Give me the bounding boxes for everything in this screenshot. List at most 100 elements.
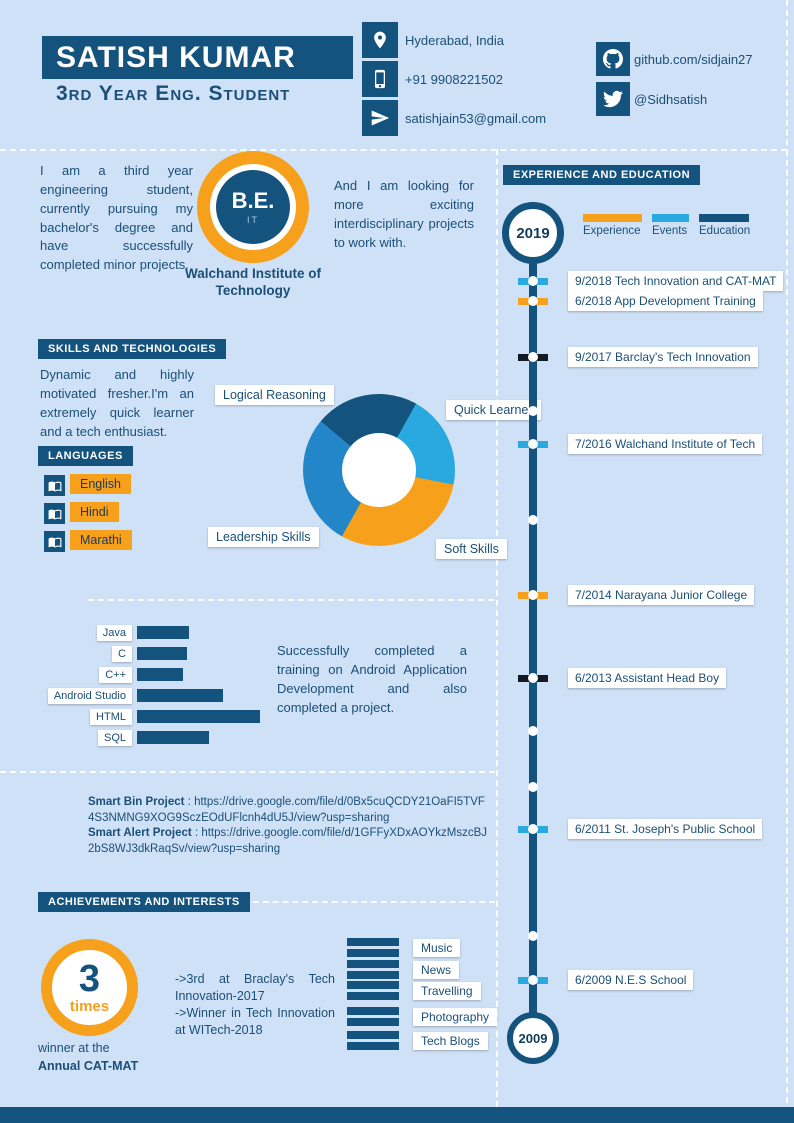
interest-label: Photography — [413, 1007, 498, 1026]
skill-bar — [137, 710, 260, 723]
donut-label-soft-skills: Soft Skills — [436, 539, 507, 559]
degree-label: B.E. — [231, 187, 275, 213]
winner-caption: winner at the Annual CAT-MAT — [38, 1040, 138, 1075]
twitter-handle[interactable]: @Sidhsatish — [634, 91, 708, 107]
interest-label: Tech Blogs — [413, 1031, 488, 1050]
timeline-year-bottom: 2009 — [507, 1012, 559, 1064]
project-entry: Smart Alert Project : https://drive.goog… — [88, 827, 488, 855]
skill-bar-row: SQL — [36, 729, 209, 746]
timeline-date: 6/2013 — [575, 671, 612, 685]
timeline-label: 6/2009 N.E.S School — [568, 970, 694, 990]
timeline-text: Narayana Junior College — [615, 588, 748, 602]
timeline-label: 9/2017 Barclay's Tech Innovation — [568, 347, 758, 367]
project-name: Smart Bin Project — [88, 796, 185, 808]
timeline-year-top: 2019 — [502, 202, 564, 264]
timeline-dot — [528, 515, 538, 525]
timeline-dot — [528, 296, 538, 306]
timeline-text: N.E.S School — [615, 973, 687, 987]
github-icon[interactable] — [596, 42, 630, 76]
skill-label: SQL — [97, 729, 132, 746]
github-handle[interactable]: github.com/sidjain27 — [634, 51, 753, 67]
language-tag: Marathi — [70, 530, 132, 550]
interest-label: Travelling — [413, 981, 481, 1000]
skill-label: HTML — [90, 708, 132, 725]
section-header-languages: LANGUAGES — [38, 446, 133, 466]
timeline-label: 7/2016 Walchand Institute of Tech — [568, 434, 763, 454]
project-link[interactable]: https://drive.google.com/file/d/1GFFyXDx… — [88, 827, 488, 855]
bars-icon — [347, 938, 399, 957]
skill-bar-row: Java — [36, 624, 189, 641]
skill-bar — [137, 647, 187, 660]
page-title: SATISH KUMAR — [42, 36, 353, 79]
skills-donut-hole — [342, 433, 416, 507]
location-icon — [362, 22, 398, 58]
timeline-date: 6/2011 — [575, 822, 611, 836]
legend-swatch — [652, 214, 689, 222]
timeline-dot — [528, 673, 538, 683]
legend-label: Education — [699, 225, 751, 237]
project-name: Smart Alert Project — [88, 827, 192, 840]
timeline-text: App Development Training — [614, 294, 756, 308]
winner-caption-line2: Annual CAT-MAT — [38, 1058, 139, 1073]
training-note: Successfully completed a training on And… — [277, 643, 467, 715]
timeline-date: 6/2009 — [575, 973, 612, 987]
timeline-date: 9/2018 — [575, 274, 612, 288]
projects-block: Smart Bin Project : https://drive.google… — [88, 795, 490, 857]
timeline-text: St. Joseph's Public School — [614, 822, 756, 836]
legend-item-events: Events — [652, 214, 689, 237]
bars-icon — [347, 960, 399, 979]
timeline-item: 6/2013 Assistant Head Boy — [0, 668, 794, 688]
project-link[interactable]: https://drive.google.com/file/d/0Bx5cuQC… — [88, 796, 485, 824]
timeline-item: 7/2014 Narayana Junior College — [0, 585, 794, 605]
degree-field-label: IT — [247, 214, 259, 225]
send-icon — [362, 100, 398, 136]
timeline-text: Assistant Head Boy — [614, 671, 720, 685]
skill-label: Java — [96, 624, 132, 641]
interest-row: News — [347, 960, 460, 979]
legend-item-education: Education — [699, 214, 750, 237]
project-entry: Smart Bin Project : https://drive.google… — [88, 796, 485, 824]
achievement-count: 3 — [78, 958, 101, 1000]
timeline-line — [529, 258, 537, 1016]
legend-item-experience: Experience — [583, 214, 642, 237]
timeline-date: 6/2018 — [575, 294, 612, 308]
timeline-dot — [528, 439, 538, 449]
looking-paragraph: And I am looking for more exciting inter… — [334, 178, 474, 250]
twitter-icon[interactable] — [596, 82, 630, 116]
donut-label-logical-reasoning: Logical Reasoning — [215, 385, 334, 405]
timeline-dot — [528, 276, 538, 286]
interest-row: Music — [347, 938, 461, 957]
timeline-label: 6/2013 Assistant Head Boy — [568, 668, 727, 688]
dashed-divider — [0, 149, 787, 151]
contact-email[interactable]: satishjain53@gmail.com — [405, 110, 547, 126]
legend-swatch — [699, 214, 749, 222]
achievement-note: ->Winner in Tech Innovation at WITech-20… — [175, 1005, 335, 1037]
timeline-dot — [528, 975, 538, 985]
skill-bar-row: Android Studio — [36, 687, 223, 704]
skill-label: C — [112, 645, 132, 662]
winner-caption-line1: winner at the — [38, 1041, 110, 1055]
dashed-divider — [88, 599, 494, 601]
interest-row: Photography — [347, 1007, 498, 1026]
intro-paragraph: I am a third year engineering student, c… — [40, 163, 193, 273]
achievement-badge: 3 times — [41, 939, 138, 1036]
timeline-label: 6/2011 St. Joseph's Public School — [568, 819, 763, 839]
skill-label: Android Studio — [47, 687, 132, 704]
interest-label: News — [413, 960, 460, 979]
language-tag: Hindi — [70, 502, 119, 522]
timeline-label: 6/2018 App Development Training — [568, 291, 763, 311]
skill-bar-row: C++ — [36, 666, 183, 683]
skills-blurb: Dynamic and highly motivated fresher.I'm… — [40, 367, 194, 439]
timeline-text: Walchand Institute of Tech — [615, 437, 756, 451]
interest-row: Tech Blogs — [347, 1031, 488, 1050]
contact-phone: +91 9908221502 — [405, 71, 503, 87]
book-icon — [44, 503, 65, 524]
phone-icon — [362, 61, 398, 97]
legend-label: Experience — [583, 225, 641, 237]
skill-bar-row: HTML — [36, 708, 260, 725]
bars-icon — [347, 981, 399, 1000]
interest-row: Travelling — [347, 981, 481, 1000]
degree-badge-inner: B.E. IT — [216, 170, 290, 244]
dashed-divider — [496, 149, 498, 1107]
skill-label: C++ — [99, 666, 132, 683]
